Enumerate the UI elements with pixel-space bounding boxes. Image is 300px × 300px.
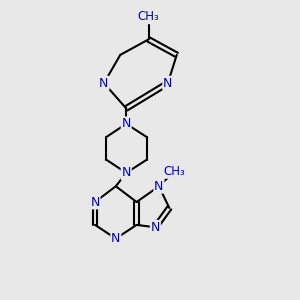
Text: N: N — [151, 221, 160, 234]
Text: CH₃: CH₃ — [138, 10, 159, 23]
Text: CH₃: CH₃ — [164, 165, 185, 178]
Text: N: N — [122, 117, 131, 130]
Text: N: N — [154, 180, 164, 193]
Text: N: N — [122, 167, 131, 179]
Text: N: N — [99, 76, 109, 90]
Text: N: N — [111, 232, 121, 245]
Text: N: N — [90, 196, 100, 208]
Text: N: N — [163, 76, 172, 90]
